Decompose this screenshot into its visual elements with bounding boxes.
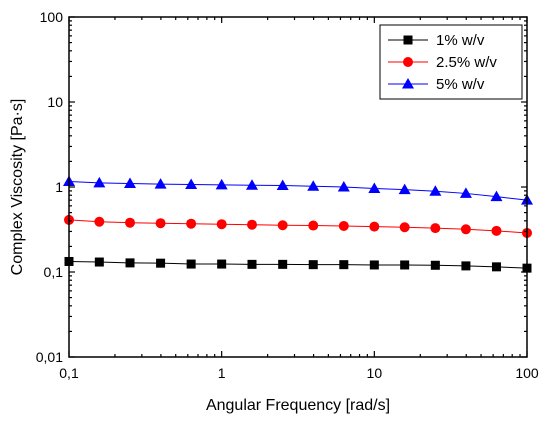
y-axis-title: Complex Viscosity [Pa·s] <box>9 99 26 276</box>
data-point <box>155 218 166 229</box>
data-point <box>94 216 105 227</box>
series-line <box>68 260 528 269</box>
data-point <box>124 177 137 188</box>
data-point <box>216 219 227 230</box>
series-2 <box>64 214 532 238</box>
legend-label: 1% w/v <box>436 32 485 49</box>
x-tick-label: 10 <box>367 365 383 381</box>
series-3 <box>63 175 533 205</box>
data-point <box>94 257 104 267</box>
y-tick-label: 10 <box>47 94 63 110</box>
series-line <box>68 181 528 201</box>
data-point <box>185 178 198 190</box>
data-point <box>125 258 135 268</box>
data-point <box>156 258 166 268</box>
data-point <box>490 190 503 202</box>
x-tick-label: 0,1 <box>59 365 79 381</box>
data-point <box>430 260 440 270</box>
data-point <box>338 220 349 231</box>
data-point <box>246 219 257 230</box>
data-point <box>307 180 320 191</box>
y-tick-label: 1 <box>55 179 63 195</box>
legend-marker <box>402 78 414 89</box>
data-point <box>429 185 442 196</box>
data-point <box>278 259 288 269</box>
data-point <box>308 220 319 231</box>
y-tick-label: 0,1 <box>44 264 64 280</box>
data-point <box>459 187 472 198</box>
data-point <box>217 259 227 269</box>
legend-label: 5% w/v <box>436 76 485 93</box>
data-point <box>368 182 381 194</box>
legend: 1% w/v 2.5% w/v 5% w/v <box>379 24 523 100</box>
data-point <box>337 181 350 192</box>
data-point <box>339 260 349 270</box>
data-point <box>277 220 288 231</box>
data-point <box>247 259 257 269</box>
data-point <box>93 176 106 188</box>
legend-marker <box>403 35 413 45</box>
series-1 <box>64 256 532 273</box>
data-point <box>215 178 228 190</box>
legend-item: 1% w/v <box>388 32 485 49</box>
legend-label: 2.5% w/v <box>436 54 497 71</box>
data-point <box>186 218 197 229</box>
data-point <box>369 260 379 270</box>
data-point <box>430 223 441 234</box>
data-point <box>125 217 136 228</box>
data-point <box>398 183 411 195</box>
data-point <box>276 179 289 191</box>
data-point <box>245 179 258 190</box>
data-point <box>154 178 167 189</box>
plot-marks <box>63 175 533 273</box>
y-tick-label: 100 <box>40 9 64 25</box>
data-point <box>186 259 196 269</box>
x-tick-label: 100 <box>515 365 539 381</box>
y-tick-label: 0,01 <box>36 349 63 365</box>
data-point <box>308 260 318 270</box>
legend-item: 5% w/v <box>388 76 485 93</box>
data-point <box>400 260 410 270</box>
series-line <box>68 219 528 234</box>
x-axis-title: Angular Frequency [rad/s] <box>206 397 390 414</box>
x-tick-label: 1 <box>218 365 226 381</box>
legend-marker <box>403 57 413 67</box>
legend-item: 2.5% w/v <box>388 54 497 71</box>
data-point <box>460 224 471 235</box>
data-point <box>491 262 501 272</box>
data-point <box>461 261 471 271</box>
data-point <box>491 225 502 236</box>
data-point <box>399 222 410 233</box>
data-point <box>369 221 380 232</box>
